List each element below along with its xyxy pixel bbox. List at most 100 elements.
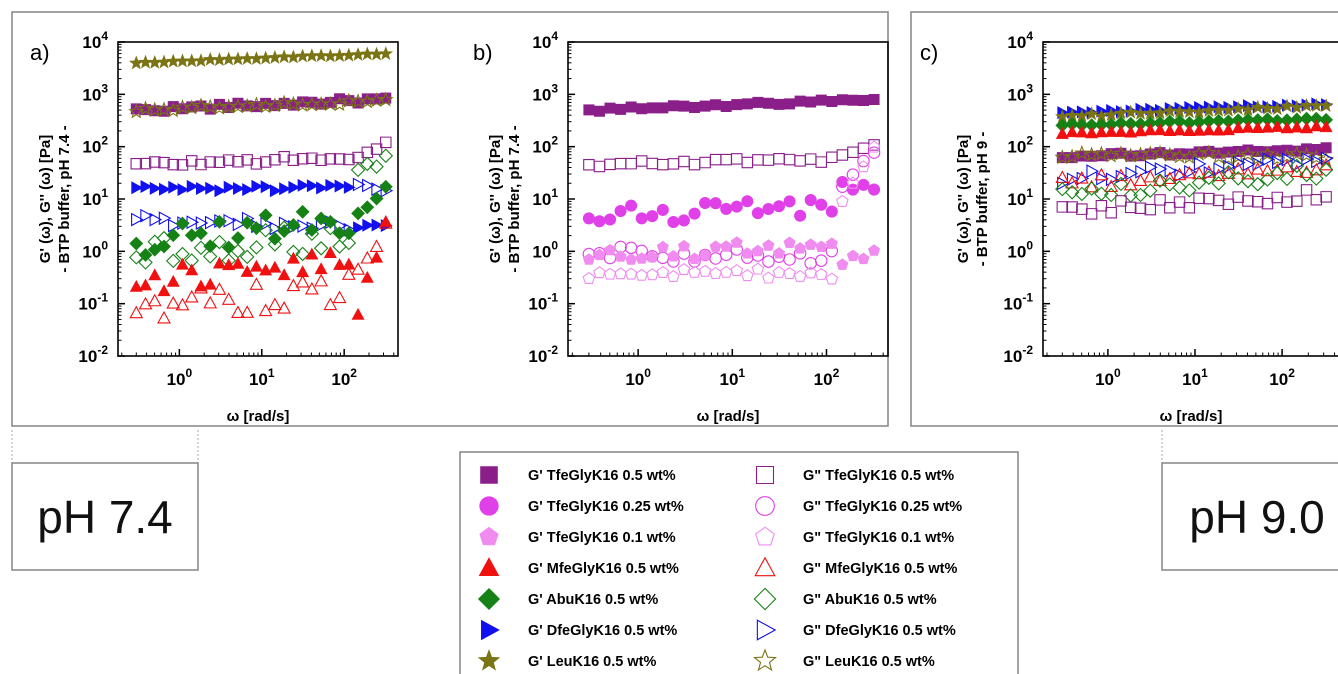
plot-area [567,41,889,357]
data-point [257,98,274,114]
y-axis-label: G' (ω), G'' (ω) [Pa] [487,135,504,264]
data-point [195,158,207,171]
data-point [1192,166,1207,180]
data-point [1301,152,1314,166]
data-point [847,146,859,158]
data-point [699,249,712,261]
data-point [593,160,606,173]
data-point [259,156,272,168]
data-point [1289,164,1304,178]
data-point [332,48,347,62]
data-point [360,156,375,172]
data-point [836,194,849,207]
data-point [1279,171,1295,187]
data-point [212,282,227,295]
legend-label: G" LeuK16 0.5 wt% [803,654,935,670]
data-point [836,149,849,161]
data-point [731,99,743,111]
data-point [1200,144,1217,160]
data-point [140,180,153,194]
data-point [614,205,627,218]
legend-label: G" TfeGlyK16 0.1 wt% [803,530,954,546]
y-axis-label: - BTP buffer, pH 7.4 - [506,125,523,272]
frame-pH74-panels [11,11,889,427]
data-point [323,220,338,236]
data-point [826,95,838,107]
data-point [1093,145,1110,161]
data-point [305,247,319,260]
data-point [177,183,190,197]
panel-label: a) [30,40,50,65]
data-point [677,214,690,227]
panels: a) 10-2 10-1 100 101 102 103 104 100 101 102 ω [rad… [30,29,1338,425]
data-point [371,218,384,232]
data-point [783,266,796,279]
data-point [1163,124,1177,137]
data-point [836,175,849,189]
data-point [176,257,189,270]
data-point [1269,165,1285,181]
data-point [1241,120,1255,133]
data-point [242,183,255,197]
data-point [825,205,838,218]
data-point [1103,187,1119,203]
data-point [1230,171,1246,186]
data-point [184,289,199,303]
data-point [287,154,300,166]
data-point [1309,119,1323,132]
data-point [1232,155,1246,170]
frame-pH9-panel [910,11,1338,427]
data-point [1133,173,1148,187]
data-point [1084,181,1099,196]
data-point [667,100,679,112]
data-point [332,239,347,254]
data-point [185,155,198,167]
data-point [323,48,338,63]
legend-label: G' TfeGlyK16 0.1 wt% [528,530,676,546]
data-point [836,258,849,270]
y-tick-label: 100 [82,238,108,261]
data-point [709,266,722,279]
data-point [1105,206,1117,219]
data-point [751,207,764,220]
plot-area [1042,41,1338,357]
legend-marker [479,496,499,516]
legend-label: G" AbuK16 0.5 wt% [803,592,937,608]
legend-marker [478,557,500,576]
data-point [1231,121,1245,134]
data-point [232,217,246,232]
legend-marker [481,619,500,641]
data-point [1261,120,1274,133]
data-point [1240,146,1256,162]
data-point [1289,99,1305,114]
data-point [730,236,743,248]
data-point [730,264,744,277]
data-point [709,153,722,166]
data-point [1242,157,1256,172]
data-point [868,244,881,256]
y-tick-label: 104 [1007,29,1033,52]
legend: G' TfeGlyK16 0.5 wt% G" TfeGlyK16 0.5 wt%… [477,465,962,672]
data-point [212,52,227,67]
data-point [249,51,264,65]
data-point [149,156,161,168]
data-point [720,202,733,215]
data-point [645,268,659,281]
data-point [1161,146,1178,162]
data-point [131,212,144,227]
data-point [646,250,659,263]
data-point [248,96,265,112]
data-point [773,98,785,110]
data-point [370,250,384,263]
data-point [1135,164,1148,179]
data-point [157,310,171,324]
data-point [603,267,617,280]
data-point [582,271,596,284]
data-point [688,252,701,264]
series [129,216,393,324]
legend-marker [480,466,498,484]
data-point [315,154,327,166]
data-point [689,102,701,114]
series [1055,157,1334,193]
data-point [1055,181,1070,197]
